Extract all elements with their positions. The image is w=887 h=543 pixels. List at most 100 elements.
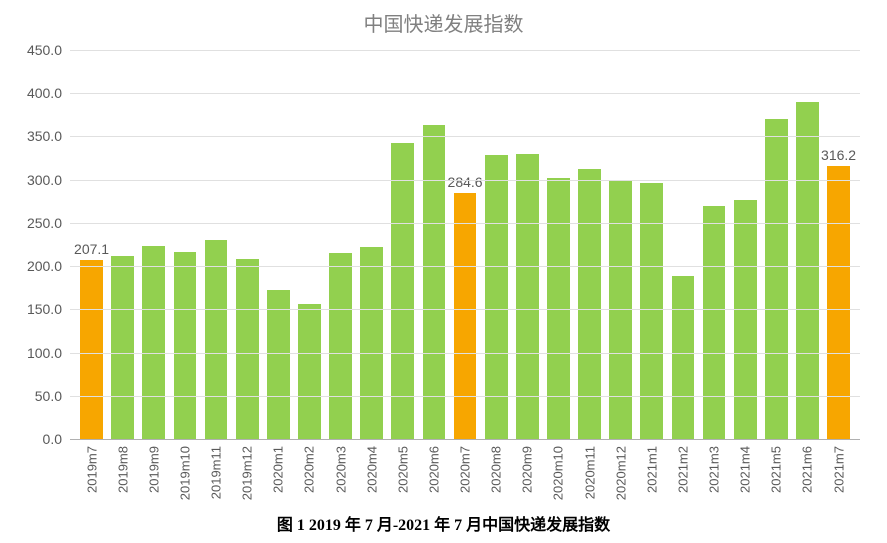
x-label-slot: 2021m1: [636, 440, 667, 510]
y-tick-label: 150.0: [27, 301, 70, 317]
bar-value-label: 284.6: [448, 174, 483, 190]
x-axis-labels: 2019m7 2019m8 2019m9 2019m10 2019m11 2019m12 2…: [70, 440, 860, 510]
bar: [236, 259, 259, 439]
x-label-slot: 2019m11: [201, 440, 232, 510]
bar-slot: [636, 50, 667, 439]
bar-slot: [730, 50, 761, 439]
bar: 207.1: [80, 260, 103, 439]
x-label-slot: 2019m10: [169, 440, 200, 510]
x-tick-label: 2020m10: [551, 446, 566, 500]
bar-slot: [667, 50, 698, 439]
bar: [360, 247, 383, 439]
bar-value-label: 207.1: [74, 241, 109, 257]
bar-slot: [169, 50, 200, 439]
bars-group: 207.1 284.6 316.2: [70, 50, 860, 439]
x-tick-label: 2019m12: [240, 446, 255, 500]
bar: [578, 169, 601, 439]
y-tick-label: 400.0: [27, 85, 70, 101]
bar: [703, 206, 726, 439]
x-tick-label: 2021m1: [644, 446, 659, 493]
bar: [329, 253, 352, 439]
bar: [298, 304, 321, 439]
x-label-slot: 2020m7: [450, 440, 481, 510]
x-tick-label: 2020m3: [333, 446, 348, 493]
x-tick-label: 2021m5: [769, 446, 784, 493]
y-tick-label: 300.0: [27, 172, 70, 188]
x-tick-label: 2020m2: [302, 446, 317, 493]
x-label-slot: 2020m8: [481, 440, 512, 510]
x-tick-label: 2021m6: [800, 446, 815, 493]
x-tick-label: 2020m9: [520, 446, 535, 493]
x-tick-label: 2020m12: [613, 446, 628, 500]
x-label-slot: 2019m8: [107, 440, 138, 510]
bar-value-label: 316.2: [821, 147, 856, 163]
bar: [765, 119, 788, 439]
x-label-slot: 2019m7: [76, 440, 107, 510]
bar-slot: [761, 50, 792, 439]
gridline: [70, 180, 860, 181]
x-tick-label: 2020m5: [395, 446, 410, 493]
chart-caption: 图 1 2019 年 7 月-2021 年 7 月中国快递发展指数: [0, 511, 887, 535]
x-label-slot: 2020m12: [605, 440, 636, 510]
x-label-slot: 2021m2: [667, 440, 698, 510]
bar-slot: 284.6: [450, 50, 481, 439]
y-tick-label: 250.0: [27, 215, 70, 231]
bar: [796, 102, 819, 439]
bar-slot: [356, 50, 387, 439]
x-tick-label: 2021m4: [738, 446, 753, 493]
bar-slot: [263, 50, 294, 439]
x-tick-label: 2019m7: [84, 446, 99, 493]
bar-slot: [481, 50, 512, 439]
gridline: [70, 136, 860, 137]
gridline: [70, 353, 860, 354]
bar-slot: [232, 50, 263, 439]
x-label-slot: 2020m9: [512, 440, 543, 510]
x-label-slot: 2020m1: [263, 440, 294, 510]
x-label-slot: 2021m4: [730, 440, 761, 510]
x-label-slot: 2020m4: [356, 440, 387, 510]
x-tick-label: 2020m7: [458, 446, 473, 493]
x-tick-label: 2019m9: [146, 446, 161, 493]
bar: 316.2: [827, 166, 850, 439]
bar-slot: [138, 50, 169, 439]
bar: [734, 200, 757, 439]
bar: [111, 256, 134, 439]
bar-slot: [699, 50, 730, 439]
gridline: [70, 223, 860, 224]
x-label-slot: 2021m5: [761, 440, 792, 510]
gridline: [70, 50, 860, 51]
gridline: [70, 93, 860, 94]
bar-slot: [107, 50, 138, 439]
x-tick-label: 2019m10: [177, 446, 192, 500]
x-tick-label: 2021m7: [831, 446, 846, 493]
bar-slot: [325, 50, 356, 439]
gridline: [70, 266, 860, 267]
y-tick-label: 0.0: [43, 431, 70, 447]
chart-title: 中国快递发展指数: [0, 0, 887, 37]
bar-slot: [294, 50, 325, 439]
bar: [205, 240, 228, 439]
x-tick-label: 2021m2: [675, 446, 690, 493]
x-tick-label: 2020m1: [271, 446, 286, 493]
y-tick-label: 50.0: [35, 388, 70, 404]
y-tick-label: 100.0: [27, 345, 70, 361]
bar: [640, 183, 663, 439]
x-label-slot: 2020m10: [543, 440, 574, 510]
x-label-slot: 2021m3: [699, 440, 730, 510]
bar: [174, 252, 197, 439]
x-tick-label: 2020m8: [489, 446, 504, 493]
bar: [391, 143, 414, 440]
x-label-slot: 2020m2: [294, 440, 325, 510]
bar-slot: [605, 50, 636, 439]
chart-container: 中国快递发展指数 207.1 284.6 316.2 0.0 50.0 100.0 150…: [0, 0, 887, 543]
bar: [267, 290, 290, 439]
bar-slot: 316.2: [823, 50, 854, 439]
plot-area: 207.1284.6316.2 0.050.0100.0150.0200.025…: [70, 50, 860, 440]
gridline: [70, 309, 860, 310]
y-tick-label: 450.0: [27, 42, 70, 58]
x-label-slot: 2020m11: [574, 440, 605, 510]
bar-slot: [512, 50, 543, 439]
bar: [423, 125, 446, 439]
y-tick-label: 350.0: [27, 128, 70, 144]
x-label-slot: 2019m9: [138, 440, 169, 510]
